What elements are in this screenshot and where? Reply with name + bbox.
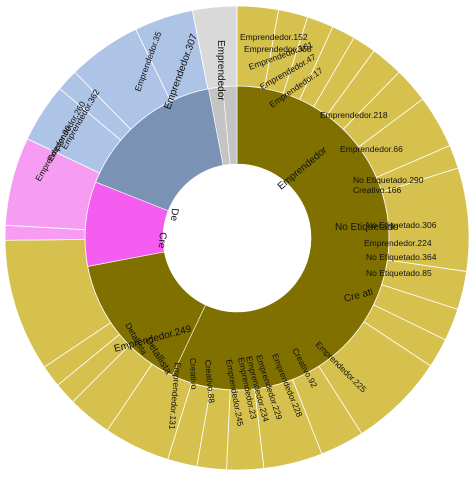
- outer-label-1: Emprendedor.358: [244, 44, 312, 54]
- outer-label-10: Emprendedor.224: [364, 238, 432, 248]
- outer-label-6: Emprendedor.66: [340, 144, 403, 154]
- outer-slice-30: [191, 5, 238, 90]
- inner-label-emprendedor-gray: Emprendedor: [215, 40, 226, 101]
- center-hole: [163, 164, 311, 312]
- outer-label-8: Creativo.166: [353, 185, 401, 195]
- outer-label-20: Creativo.88: [203, 359, 217, 403]
- outer-label-21: Creativo: [188, 358, 199, 390]
- outer-label-5: Emprendedor.218: [320, 110, 388, 120]
- inner-label-de: De: [168, 208, 180, 222]
- outer-label-12: No Etiquetado.85: [366, 268, 432, 278]
- outer-label-7: No Etiquetado.290: [353, 175, 424, 185]
- outer-label-11: No Etiquetado.364: [366, 252, 437, 262]
- inner-label-no-etiquetado: No Etiquetado: [335, 222, 399, 233]
- outer-label-9: No Etiquetado.306: [366, 220, 437, 230]
- outer-label-0: Emprendedor.152: [240, 32, 308, 42]
- inner-label-cre: Cre: [156, 232, 168, 249]
